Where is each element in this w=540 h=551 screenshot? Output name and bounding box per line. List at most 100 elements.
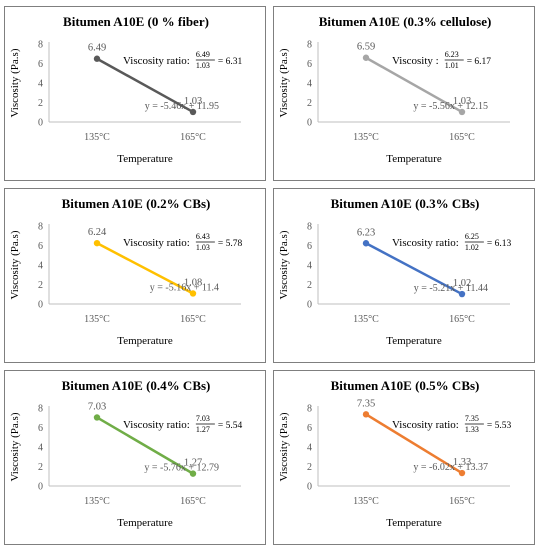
y-tick-label: 8 bbox=[38, 222, 43, 233]
y-tick-label: 0 bbox=[307, 118, 312, 129]
chart-title: Bitumen A10E (0.4% CBs) bbox=[62, 378, 211, 393]
y-tick-label: 8 bbox=[307, 222, 312, 233]
y-axis-title: Viscosity (Pa.s) bbox=[9, 412, 21, 481]
y-tick-label: 6 bbox=[307, 59, 312, 70]
ratio-denominator: 1.02 bbox=[465, 243, 479, 252]
ratio-denominator: 1.03 bbox=[196, 243, 210, 252]
ratio-numerator: 7.03 bbox=[196, 414, 210, 423]
ratio-denominator: 1.33 bbox=[465, 425, 479, 434]
y-tick-label: 8 bbox=[307, 40, 312, 51]
data-point bbox=[189, 290, 197, 297]
chart-svg: Bitumen A10E (0.3% CBs) 0 2 4 6 8 135°C 165°C Te… bbox=[278, 196, 511, 347]
y-tick-label: 4 bbox=[307, 261, 312, 272]
x-tick-label: 165°C bbox=[180, 132, 206, 143]
chart-panel: Bitumen A10E (0.4% CBs) 0 2 4 6 8 135°C 165°C Te… bbox=[4, 370, 266, 545]
ratio-result: = 5.53 bbox=[487, 421, 512, 431]
ratio-numerator: 6.23 bbox=[445, 50, 459, 59]
x-tick-label: 135°C bbox=[84, 496, 110, 507]
x-tick-label: 165°C bbox=[180, 496, 206, 507]
data-label: 6.24 bbox=[88, 227, 107, 238]
x-tick-label: 135°C bbox=[353, 314, 379, 325]
data-point bbox=[93, 55, 101, 62]
x-tick-label: 135°C bbox=[84, 314, 110, 325]
x-axis-title: Temperature bbox=[117, 153, 173, 165]
series-line bbox=[365, 242, 463, 296]
x-axis-title: Temperature bbox=[386, 335, 442, 347]
ratio-denominator: 1.27 bbox=[196, 425, 210, 434]
y-tick-label: 0 bbox=[38, 482, 43, 493]
chart-title: Bitumen A10E (0.3% cellulose) bbox=[319, 14, 492, 29]
x-tick-label: 165°C bbox=[180, 314, 206, 325]
ratio-result: = 6.17 bbox=[467, 57, 492, 67]
data-label: 7.03 bbox=[88, 401, 106, 412]
series-line bbox=[96, 242, 194, 295]
ratio-label: Viscosity ratio: bbox=[123, 237, 190, 249]
x-tick-label: 165°C bbox=[449, 132, 475, 143]
y-tick-label: 4 bbox=[307, 79, 312, 90]
ratio-numerator: 6.49 bbox=[196, 50, 210, 59]
x-tick-label: 135°C bbox=[353, 132, 379, 143]
y-tick-label: 2 bbox=[307, 98, 312, 109]
series-line bbox=[96, 416, 194, 475]
chart-title: Bitumen A10E (0.2% CBs) bbox=[62, 196, 211, 211]
ratio-label: Viscosity ratio: bbox=[123, 419, 190, 431]
y-axis-title: Viscosity (Pa.s) bbox=[278, 230, 290, 299]
ratio-denominator: 1.01 bbox=[445, 61, 459, 70]
y-axis-title: Viscosity (Pa.s) bbox=[9, 48, 21, 117]
y-tick-label: 2 bbox=[38, 280, 43, 291]
y-tick-label: 8 bbox=[307, 404, 312, 415]
chart-svg: Bitumen A10E (0 % fiber) 0 2 4 6 8 135°C 165°C T… bbox=[9, 14, 243, 165]
y-tick-label: 6 bbox=[38, 59, 43, 70]
x-tick-label: 165°C bbox=[449, 314, 475, 325]
y-tick-label: 8 bbox=[38, 404, 43, 415]
data-label: 6.49 bbox=[88, 43, 106, 54]
y-tick-label: 2 bbox=[38, 98, 43, 109]
y-tick-label: 2 bbox=[307, 280, 312, 291]
trendline-equation: y = -5.46x + 11.95 bbox=[145, 101, 219, 112]
y-tick-label: 4 bbox=[38, 79, 43, 90]
trendline-equation: y = -6.02x + 13.37 bbox=[413, 462, 488, 473]
y-tick-label: 6 bbox=[38, 241, 43, 252]
y-tick-label: 0 bbox=[38, 300, 43, 311]
ratio-numerator: 6.25 bbox=[465, 232, 479, 241]
data-point bbox=[189, 108, 197, 116]
ratio-label: Viscosity ratio: bbox=[392, 237, 459, 249]
data-point bbox=[458, 290, 466, 298]
chart-panel: Bitumen A10E (0.2% CBs) 0 2 4 6 8 135°C 165°C Te… bbox=[4, 188, 266, 363]
data-point bbox=[362, 54, 370, 61]
y-tick-label: 4 bbox=[38, 443, 43, 454]
chart-panel: Bitumen A10E (0.5% CBs) 0 2 4 6 8 135°C 165°C Te… bbox=[273, 370, 535, 545]
data-label: 6.23 bbox=[357, 227, 375, 238]
data-label: 7.35 bbox=[357, 398, 375, 409]
y-tick-label: 6 bbox=[38, 423, 43, 434]
data-point bbox=[189, 470, 197, 477]
x-tick-label: 165°C bbox=[449, 496, 475, 507]
data-point bbox=[458, 108, 466, 116]
chart-panel: Bitumen A10E (0.3% cellulose) 0 2 4 6 8 135°C 1… bbox=[273, 6, 535, 181]
trendline-equation: y = -5.76x + 12.79 bbox=[144, 463, 219, 474]
chart-title: Bitumen A10E (0.5% CBs) bbox=[331, 378, 480, 393]
chart-svg: Bitumen A10E (0.2% CBs) 0 2 4 6 8 135°C 165°C Te… bbox=[9, 196, 242, 347]
y-axis-title: Viscosity (Pa.s) bbox=[9, 230, 21, 299]
series-line bbox=[365, 56, 463, 114]
y-tick-label: 2 bbox=[307, 462, 312, 473]
data-label: 1.03 bbox=[453, 96, 471, 107]
x-tick-label: 135°C bbox=[353, 496, 379, 507]
data-point bbox=[362, 411, 370, 418]
x-axis-title: Temperature bbox=[117, 335, 173, 347]
x-tick-label: 135°C bbox=[84, 132, 110, 143]
data-label: 1.33 bbox=[453, 457, 471, 468]
data-label: 1.03 bbox=[184, 96, 202, 107]
chart-svg: Bitumen A10E (0.4% CBs) 0 2 4 6 8 135°C 165°C Te… bbox=[9, 378, 243, 529]
ratio-result: = 6.31 bbox=[218, 57, 243, 67]
data-label: 1.08 bbox=[184, 277, 202, 288]
trendline-equation: y = -5.21x + 11.44 bbox=[414, 283, 488, 294]
chart-svg: Bitumen A10E (0.3% cellulose) 0 2 4 6 8 135°C 1… bbox=[278, 14, 510, 165]
ratio-denominator: 1.03 bbox=[196, 61, 210, 70]
chart-panel: Bitumen A10E (0 % fiber) 0 2 4 6 8 135°C 165°C T… bbox=[4, 6, 266, 181]
x-axis-title: Temperature bbox=[117, 517, 173, 529]
y-axis-title: Viscosity (Pa.s) bbox=[278, 412, 290, 481]
chart-panel: Bitumen A10E (0.3% CBs) 0 2 4 6 8 135°C 165°C Te… bbox=[273, 188, 535, 363]
ratio-result: = 5.54 bbox=[218, 421, 243, 431]
